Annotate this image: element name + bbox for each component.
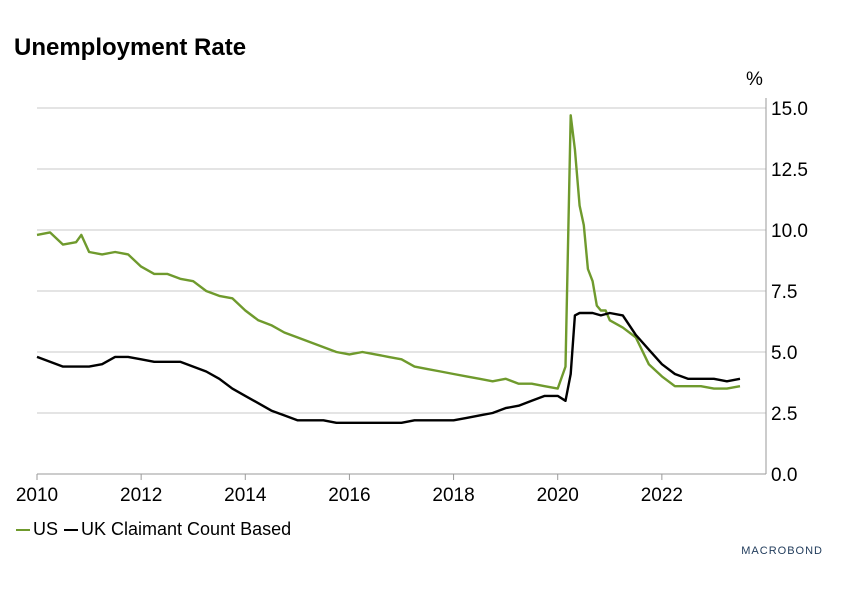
series-line-uk — [36, 311, 741, 424]
x-tick-label: 2018 — [432, 485, 474, 506]
legend: US UK Claimant Count Based — [16, 519, 297, 540]
chart-title: Unemployment Rate — [14, 34, 247, 61]
x-tick-label: 2016 — [328, 485, 370, 506]
y-tick-label: 5.0 — [771, 343, 797, 364]
series-line-us — [36, 114, 741, 390]
x-tick-label: 2022 — [641, 485, 683, 506]
x-tick-label: 2014 — [224, 485, 267, 506]
legend-item-uk: UK Claimant Count Based — [64, 519, 291, 540]
legend-item-us: US — [16, 519, 58, 540]
legend-label-us: US — [33, 519, 59, 539]
x-tick-label: 2020 — [537, 485, 579, 506]
y-tick-label: 7.5 — [771, 282, 797, 303]
x-tick-label: 2012 — [120, 485, 162, 506]
y-unit-label: % — [746, 69, 763, 90]
legend-label-uk: UK Claimant Count Based — [81, 519, 292, 539]
legend-swatch-us — [16, 528, 30, 531]
y-tick-label: 0.0 — [771, 465, 797, 486]
x-tick-label: 2010 — [16, 485, 58, 506]
brand-logo: MACROBOND — [741, 545, 823, 557]
y-tick-label: 15.0 — [771, 99, 808, 120]
legend-swatch-uk — [64, 528, 79, 531]
y-tick-label: 2.5 — [771, 404, 797, 425]
y-tick-label: 12.5 — [771, 160, 808, 181]
y-tick-label: 10.0 — [771, 221, 808, 242]
